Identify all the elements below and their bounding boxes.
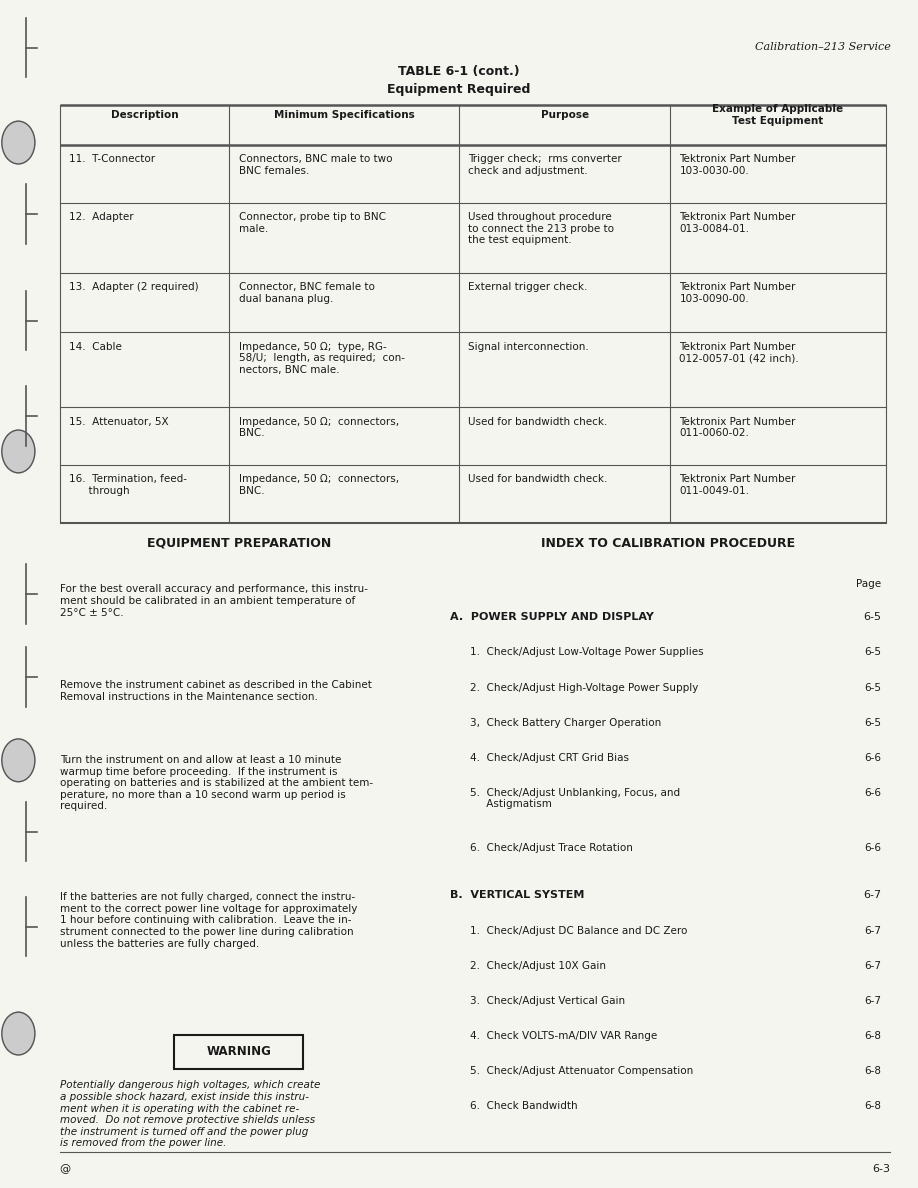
Text: 2.  Check/Adjust 10X Gain: 2. Check/Adjust 10X Gain xyxy=(470,961,606,971)
Text: Description: Description xyxy=(111,110,178,120)
Text: Impedance, 50 Ω;  connectors,
BNC.: Impedance, 50 Ω; connectors, BNC. xyxy=(239,417,398,438)
Text: 2.  Check/Adjust High-Voltage Power Supply: 2. Check/Adjust High-Voltage Power Suppl… xyxy=(470,682,699,693)
Text: Connector, probe tip to BNC
male.: Connector, probe tip to BNC male. xyxy=(239,213,386,234)
Text: Connector, BNC female to
dual banana plug.: Connector, BNC female to dual banana plu… xyxy=(239,282,375,304)
Text: EQUIPMENT PREPARATION: EQUIPMENT PREPARATION xyxy=(147,537,330,550)
Text: Example of Applicable
Test Equipment: Example of Applicable Test Equipment xyxy=(712,105,844,126)
Text: Tektronix Part Number
011-0060-02.: Tektronix Part Number 011-0060-02. xyxy=(679,417,796,438)
Text: 6-3: 6-3 xyxy=(872,1164,890,1174)
Circle shape xyxy=(2,1012,35,1055)
Text: Purpose: Purpose xyxy=(541,110,588,120)
Text: Used for bandwidth check.: Used for bandwidth check. xyxy=(468,474,608,485)
Text: Tektronix Part Number
103-0030-00.: Tektronix Part Number 103-0030-00. xyxy=(679,154,796,176)
Text: 6-7: 6-7 xyxy=(864,961,881,971)
Text: Tektronix Part Number
011-0049-01.: Tektronix Part Number 011-0049-01. xyxy=(679,474,796,497)
Text: 6-8: 6-8 xyxy=(864,1101,881,1111)
Text: For the best overall accuracy and performance, this instru-
ment should be calib: For the best overall accuracy and perfor… xyxy=(60,584,368,618)
Text: 6-7: 6-7 xyxy=(863,891,881,901)
Text: 1.  Check/Adjust DC Balance and DC Zero: 1. Check/Adjust DC Balance and DC Zero xyxy=(470,927,688,936)
Text: 3.  Check/Adjust Vertical Gain: 3. Check/Adjust Vertical Gain xyxy=(470,997,625,1006)
Circle shape xyxy=(2,739,35,782)
Text: Connectors, BNC male to two
BNC females.: Connectors, BNC male to two BNC females. xyxy=(239,154,392,176)
Text: WARNING: WARNING xyxy=(207,1045,271,1059)
Text: 6-5: 6-5 xyxy=(863,612,881,621)
Text: TABLE 6-1 (cont.): TABLE 6-1 (cont.) xyxy=(398,65,520,78)
FancyBboxPatch shape xyxy=(174,1035,303,1069)
Text: 6-7: 6-7 xyxy=(864,927,881,936)
Text: Equipment Required: Equipment Required xyxy=(387,83,531,96)
Text: Potentially dangerous high voltages, which create
a possible shock hazard, exist: Potentially dangerous high voltages, whi… xyxy=(60,1081,320,1149)
Text: 4.  Check/Adjust CRT Grid Bias: 4. Check/Adjust CRT Grid Bias xyxy=(470,753,629,763)
Text: 6.  Check Bandwidth: 6. Check Bandwidth xyxy=(470,1101,577,1111)
Text: Used for bandwidth check.: Used for bandwidth check. xyxy=(468,417,608,426)
Text: 6-5: 6-5 xyxy=(864,718,881,727)
Text: A.  POWER SUPPLY AND DISPLAY: A. POWER SUPPLY AND DISPLAY xyxy=(450,612,654,621)
Text: 3,  Check Battery Charger Operation: 3, Check Battery Charger Operation xyxy=(470,718,661,727)
Text: 12.  Adapter: 12. Adapter xyxy=(69,213,133,222)
Text: 13.  Adapter (2 required): 13. Adapter (2 required) xyxy=(69,282,198,292)
Text: 6-6: 6-6 xyxy=(864,843,881,853)
Text: Used throughout procedure
to connect the 213 probe to
the test equipment.: Used throughout procedure to connect the… xyxy=(468,213,614,246)
Text: 6-7: 6-7 xyxy=(864,997,881,1006)
Circle shape xyxy=(2,430,35,473)
Text: Signal interconnection.: Signal interconnection. xyxy=(468,342,589,352)
Text: B.  VERTICAL SYSTEM: B. VERTICAL SYSTEM xyxy=(450,891,584,901)
Text: 6.  Check/Adjust Trace Rotation: 6. Check/Adjust Trace Rotation xyxy=(470,843,633,853)
Text: Tektronix Part Number
103-0090-00.: Tektronix Part Number 103-0090-00. xyxy=(679,282,796,304)
Text: 6-8: 6-8 xyxy=(864,1031,881,1041)
Text: External trigger check.: External trigger check. xyxy=(468,282,588,292)
Text: If the batteries are not fully charged, connect the instru-
ment to the correct : If the batteries are not fully charged, … xyxy=(60,892,357,948)
Text: 6-5: 6-5 xyxy=(864,647,881,657)
Text: Impedance, 50 Ω;  type, RG-
58/U;  length, as required;  con-
nectors, BNC male.: Impedance, 50 Ω; type, RG- 58/U; length,… xyxy=(239,342,405,375)
Text: 15.  Attenuator, 5X: 15. Attenuator, 5X xyxy=(69,417,169,426)
Text: 6-8: 6-8 xyxy=(864,1067,881,1076)
Text: 6-5: 6-5 xyxy=(864,682,881,693)
Text: @: @ xyxy=(60,1164,71,1174)
Text: 14.  Cable: 14. Cable xyxy=(69,342,122,352)
Text: 6-6: 6-6 xyxy=(864,753,881,763)
Text: Remove the instrument cabinet as described in the Cabinet
Removal instructions i: Remove the instrument cabinet as describ… xyxy=(60,680,372,702)
Text: Calibration–213 Service: Calibration–213 Service xyxy=(755,42,890,51)
Text: 5.  Check/Adjust Attenuator Compensation: 5. Check/Adjust Attenuator Compensation xyxy=(470,1067,693,1076)
Text: Tektronix Part Number
012-0057-01 (42 inch).: Tektronix Part Number 012-0057-01 (42 in… xyxy=(679,342,799,364)
Text: 16.  Termination, feed-
      through: 16. Termination, feed- through xyxy=(69,474,187,497)
Text: 1.  Check/Adjust Low-Voltage Power Supplies: 1. Check/Adjust Low-Voltage Power Suppli… xyxy=(470,647,703,657)
Text: 5.  Check/Adjust Unblanking, Focus, and
     Astigmatism: 5. Check/Adjust Unblanking, Focus, and A… xyxy=(470,788,680,809)
Text: 11.  T-Connector: 11. T-Connector xyxy=(69,154,155,164)
Text: 4.  Check VOLTS-mA/DIV VAR Range: 4. Check VOLTS-mA/DIV VAR Range xyxy=(470,1031,657,1041)
Text: 6-6: 6-6 xyxy=(864,788,881,797)
Text: Minimum Specifications: Minimum Specifications xyxy=(274,110,415,120)
Text: Trigger check;  rms converter
check and adjustment.: Trigger check; rms converter check and a… xyxy=(468,154,621,176)
Circle shape xyxy=(2,121,35,164)
Text: Tektronix Part Number
013-0084-01.: Tektronix Part Number 013-0084-01. xyxy=(679,213,796,234)
Text: Impedance, 50 Ω;  connectors,
BNC.: Impedance, 50 Ω; connectors, BNC. xyxy=(239,474,398,497)
Text: Page: Page xyxy=(856,579,881,588)
Text: Turn the instrument on and allow at least a 10 minute
warmup time before proceed: Turn the instrument on and allow at leas… xyxy=(60,756,373,811)
Text: INDEX TO CALIBRATION PROCEDURE: INDEX TO CALIBRATION PROCEDURE xyxy=(541,537,795,550)
